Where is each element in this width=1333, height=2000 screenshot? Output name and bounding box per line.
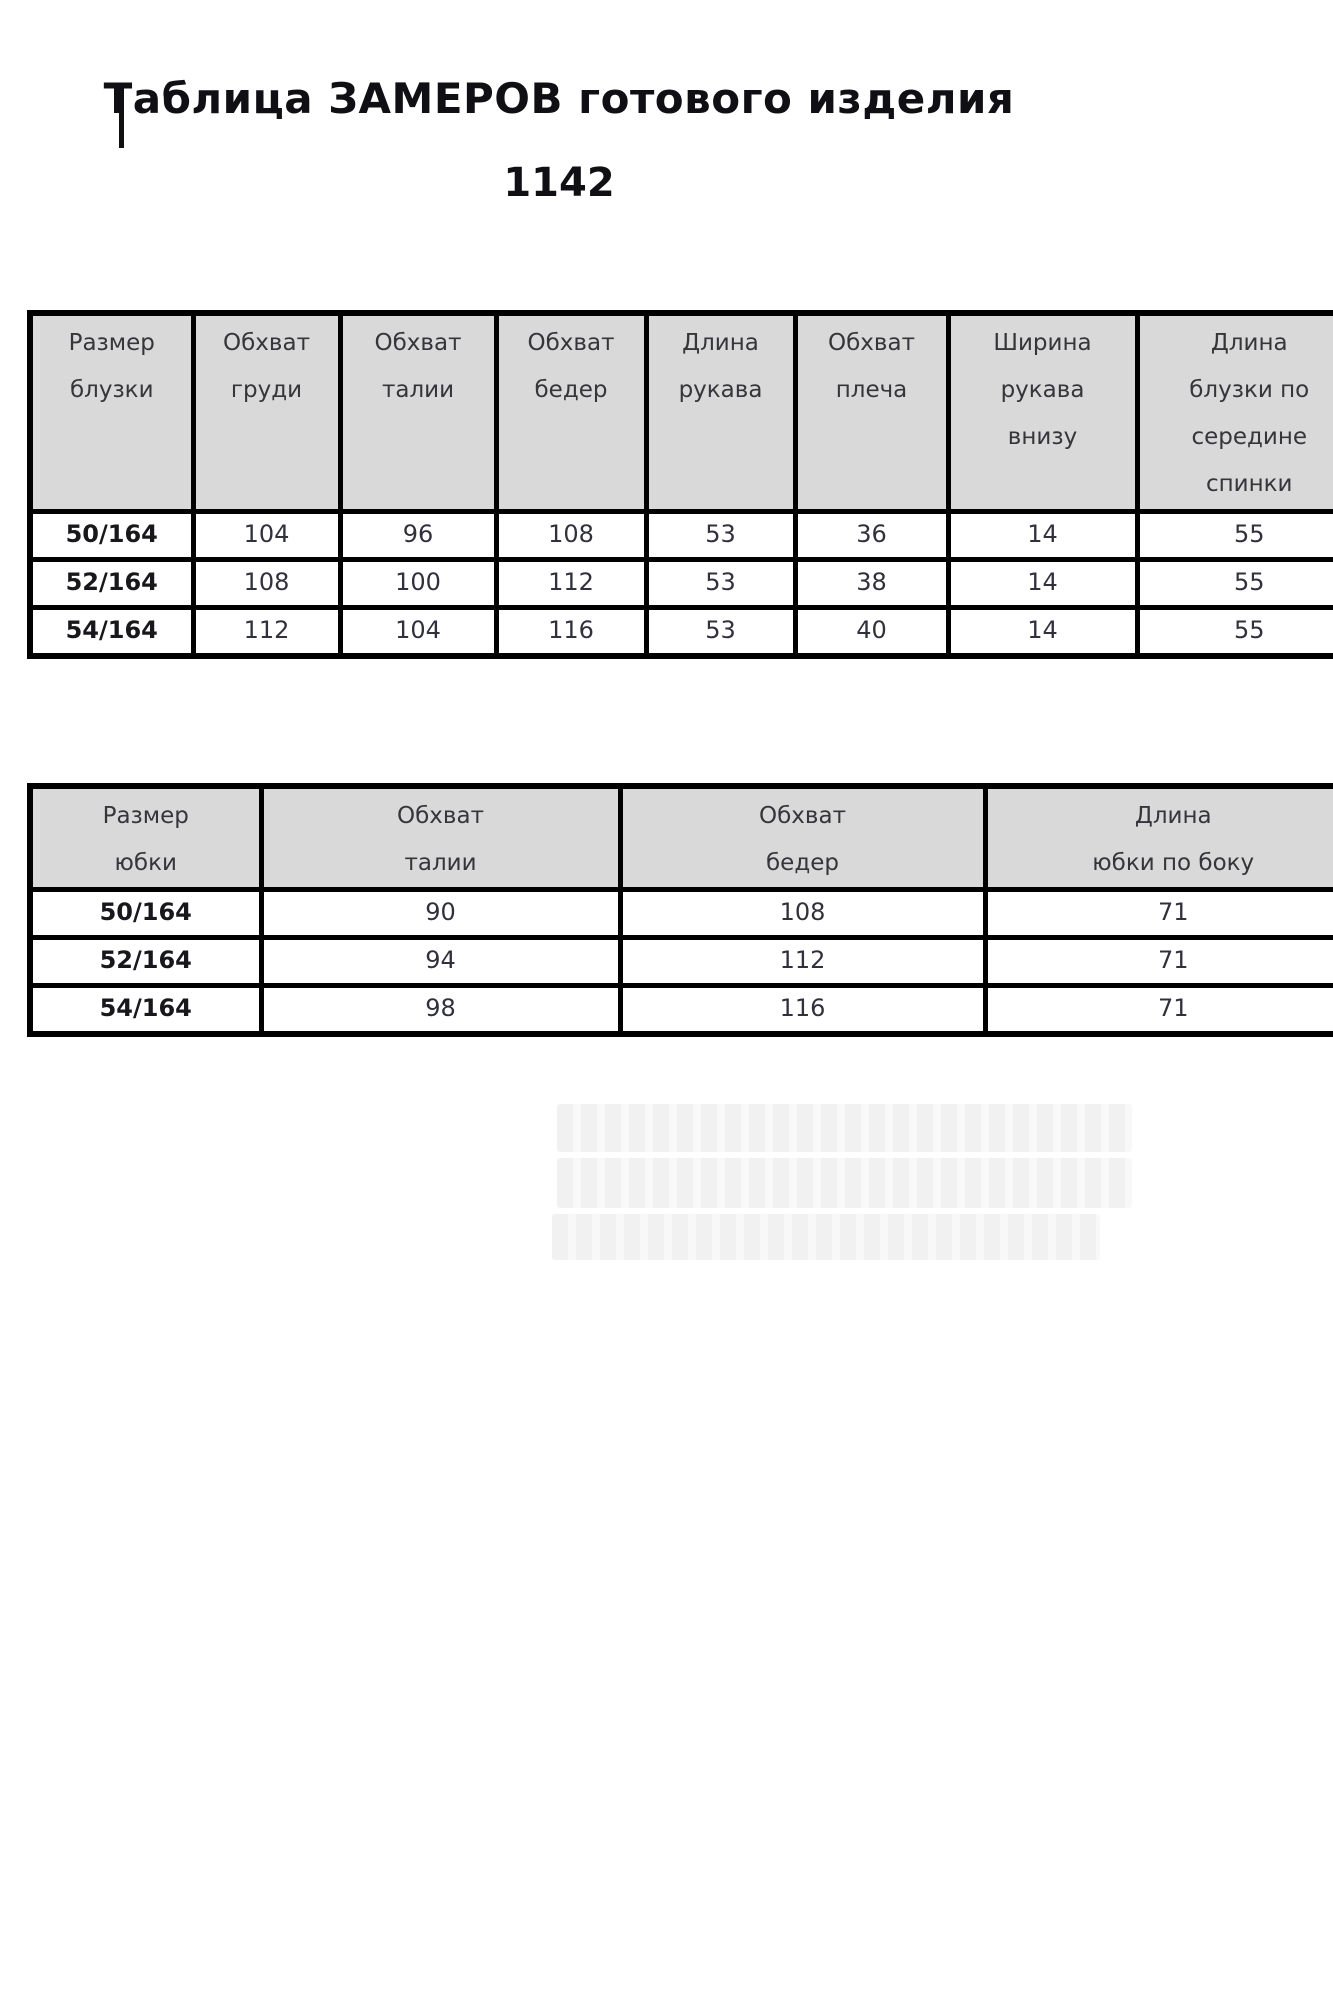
table-row: 52/164 108 100 112 53 38 14 55 — [27, 556, 1333, 610]
ghost-text-artifact — [557, 1158, 1132, 1208]
value-cell: 71 — [982, 935, 1333, 989]
size-cell: 50/164 — [27, 508, 196, 562]
size-cell: 52/164 — [27, 935, 264, 989]
value-cell: 112 — [617, 935, 988, 989]
value-cell: 53 — [643, 556, 798, 610]
page-title: Таблица ЗАМЕРОВ готового изделия — [103, 74, 1015, 123]
value-cell: 100 — [337, 556, 499, 610]
header-cell: Обхват бедер — [617, 783, 988, 893]
value-cell: 112 — [190, 604, 343, 659]
value-cell: 96 — [337, 508, 499, 562]
ghost-text-artifact — [557, 1104, 1132, 1152]
value-cell: 108 — [493, 508, 649, 562]
table-row: 52/164 94 112 71 — [27, 935, 1333, 989]
value-cell: 55 — [1134, 508, 1333, 562]
product-code: 1142 — [503, 160, 615, 206]
value-cell: 38 — [792, 556, 951, 610]
value-cell: 90 — [258, 887, 623, 941]
value-cell: 71 — [982, 983, 1333, 1037]
value-cell: 36 — [792, 508, 951, 562]
table-row: 50/164 90 108 71 — [27, 887, 1333, 941]
value-cell: 53 — [643, 508, 798, 562]
size-cell: 54/164 — [27, 604, 196, 659]
blouse-size-table: Размер блузки Обхват груди Обхват талии … — [27, 310, 1333, 659]
header-cell: Длина юбки по боку — [982, 783, 1333, 893]
text-cursor — [119, 84, 124, 148]
size-cell: 50/164 — [27, 887, 264, 941]
value-cell: 14 — [945, 604, 1140, 659]
header-cell: Обхват груди — [190, 310, 343, 514]
size-cell: 52/164 — [27, 556, 196, 610]
value-cell: 108 — [190, 556, 343, 610]
header-cell: Длина блузки по середине спинки — [1134, 310, 1333, 514]
value-cell: 108 — [617, 887, 988, 941]
value-cell: 14 — [945, 556, 1140, 610]
skirt-header-row: Размер юбки Обхват талии Обхват бедер Дл… — [27, 783, 1333, 893]
header-cell: Обхват талии — [337, 310, 499, 514]
value-cell: 14 — [945, 508, 1140, 562]
ghost-text-artifact — [552, 1214, 1100, 1260]
value-cell: 104 — [337, 604, 499, 659]
table-row: 54/164 112 104 116 53 40 14 55 — [27, 604, 1333, 659]
header-cell: Обхват плеча — [792, 310, 951, 514]
table-row: 50/164 104 96 108 53 36 14 55 — [27, 508, 1333, 562]
header-cell: Размер юбки — [27, 783, 264, 893]
value-cell: 55 — [1134, 556, 1333, 610]
blouse-header-row: Размер блузки Обхват груди Обхват талии … — [27, 310, 1333, 514]
value-cell: 116 — [617, 983, 988, 1037]
header-cell: Размер блузки — [27, 310, 196, 514]
value-cell: 98 — [258, 983, 623, 1037]
value-cell: 116 — [493, 604, 649, 659]
value-cell: 112 — [493, 556, 649, 610]
value-cell: 55 — [1134, 604, 1333, 659]
size-cell: 54/164 — [27, 983, 264, 1037]
skirt-size-table: Размер юбки Обхват талии Обхват бедер Дл… — [27, 783, 1333, 1038]
value-cell: 71 — [982, 887, 1333, 941]
value-cell: 94 — [258, 935, 623, 989]
header-cell: Обхват бедер — [493, 310, 649, 514]
value-cell: 53 — [643, 604, 798, 659]
value-cell: 104 — [190, 508, 343, 562]
value-cell: 40 — [792, 604, 951, 659]
table-row: 54/164 98 116 71 — [27, 983, 1333, 1037]
header-cell: Длина рукава — [643, 310, 798, 514]
header-cell: Ширина рукава внизу — [945, 310, 1140, 514]
header-cell: Обхват талии — [258, 783, 623, 893]
